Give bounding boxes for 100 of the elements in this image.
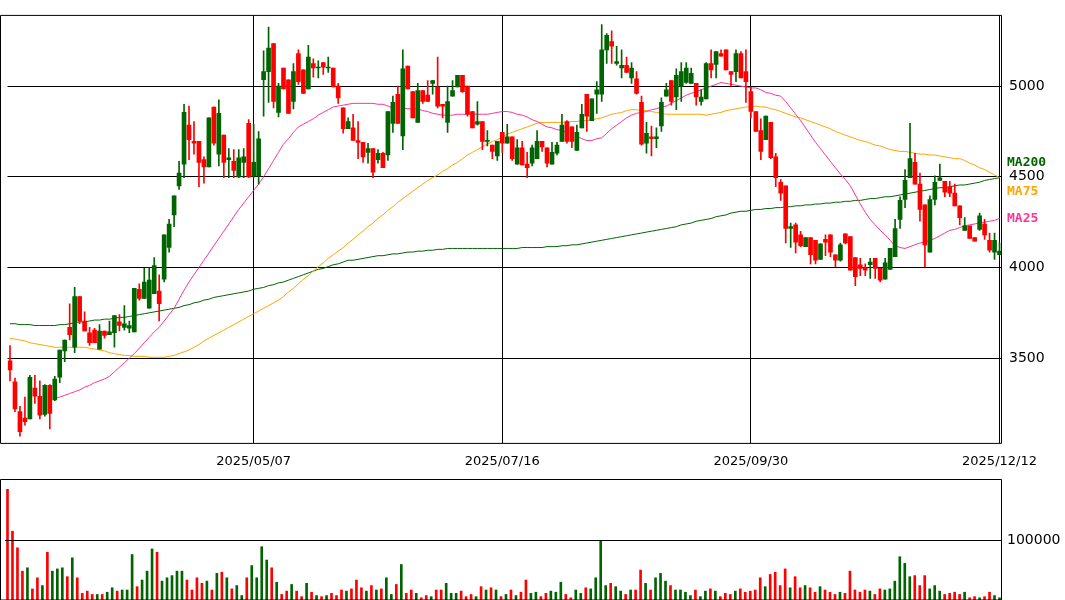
bar	[918, 585, 922, 600]
bar	[948, 593, 951, 600]
bar	[240, 595, 244, 600]
bar	[414, 593, 418, 600]
bar	[235, 585, 239, 600]
bar	[898, 556, 902, 600]
bar	[399, 564, 403, 600]
bar	[260, 546, 264, 600]
bar	[345, 590, 348, 600]
x-tick-label: 2025/09/30	[713, 452, 789, 468]
bar	[624, 594, 627, 600]
bar	[614, 586, 617, 600]
bar	[51, 570, 54, 600]
bar	[65, 576, 69, 600]
bar	[6, 489, 9, 600]
bar	[953, 591, 956, 600]
bar	[16, 547, 19, 600]
bar	[285, 590, 288, 600]
bar	[429, 596, 433, 600]
bar	[230, 588, 234, 600]
bar	[758, 577, 762, 600]
bar	[699, 596, 702, 600]
bar	[46, 551, 49, 600]
bar	[255, 577, 259, 600]
bar	[644, 583, 647, 600]
candlestick	[226, 148, 232, 179]
bar	[404, 593, 408, 600]
bar	[574, 589, 578, 600]
bar	[619, 590, 622, 600]
bar	[370, 585, 373, 600]
bar	[649, 589, 652, 600]
bar	[768, 574, 772, 600]
bar	[704, 590, 707, 600]
bar	[424, 595, 428, 600]
bar	[714, 590, 717, 600]
bar	[594, 577, 598, 600]
candlestick	[355, 121, 361, 159]
bar	[913, 575, 917, 600]
bar	[993, 595, 996, 600]
bar	[409, 589, 413, 600]
bar	[973, 596, 976, 600]
bar	[659, 573, 662, 600]
bar	[300, 596, 303, 600]
bar	[290, 584, 293, 600]
bar	[385, 577, 388, 600]
bar	[654, 577, 657, 600]
y-tick-label: 5000	[1009, 76, 1045, 93]
bar	[21, 570, 24, 600]
bar	[559, 581, 563, 600]
bar	[100, 594, 104, 600]
candlestick	[365, 142, 371, 164]
x-tick-label: 2025/07/16	[464, 452, 540, 468]
y-tick-label: 4500	[1009, 167, 1045, 184]
bar	[584, 587, 588, 600]
bar	[320, 596, 323, 600]
bar	[375, 589, 378, 600]
bar	[928, 588, 932, 600]
bar	[280, 594, 283, 600]
bar	[773, 571, 777, 600]
bar	[325, 595, 328, 600]
bar	[564, 594, 568, 600]
bar	[684, 591, 687, 600]
bar	[988, 591, 991, 600]
bar	[350, 588, 353, 600]
bar	[394, 584, 398, 600]
bar	[709, 588, 712, 600]
bar	[36, 577, 39, 600]
x-tick-label: 2025/05/07	[216, 452, 292, 468]
bar	[295, 590, 298, 600]
bar	[70, 557, 74, 600]
bar	[56, 568, 59, 600]
bar	[679, 589, 682, 600]
bar	[340, 589, 343, 600]
bar	[11, 530, 14, 600]
bar	[689, 595, 692, 600]
bar	[434, 589, 438, 600]
bar	[763, 586, 767, 600]
bar	[95, 594, 99, 600]
bar	[963, 591, 966, 600]
candlestick	[67, 303, 73, 341]
candlestick	[937, 163, 943, 181]
y-tick-label: 4000	[1009, 258, 1045, 275]
bar	[355, 579, 358, 600]
bar	[360, 587, 363, 600]
bar	[85, 590, 89, 600]
series-label: MA75	[1007, 183, 1039, 199]
candlestick	[867, 258, 873, 279]
bar	[444, 583, 448, 600]
bar	[365, 590, 368, 600]
series-label: MA25	[1007, 209, 1039, 225]
bar	[579, 593, 583, 600]
bar	[634, 589, 637, 600]
bar	[728, 594, 732, 600]
bar	[245, 577, 249, 600]
bar	[589, 588, 593, 600]
bar	[958, 594, 961, 600]
bar	[61, 567, 64, 600]
bar	[983, 596, 986, 600]
y-tick-label: 3500	[1009, 348, 1045, 365]
bar	[669, 585, 672, 600]
